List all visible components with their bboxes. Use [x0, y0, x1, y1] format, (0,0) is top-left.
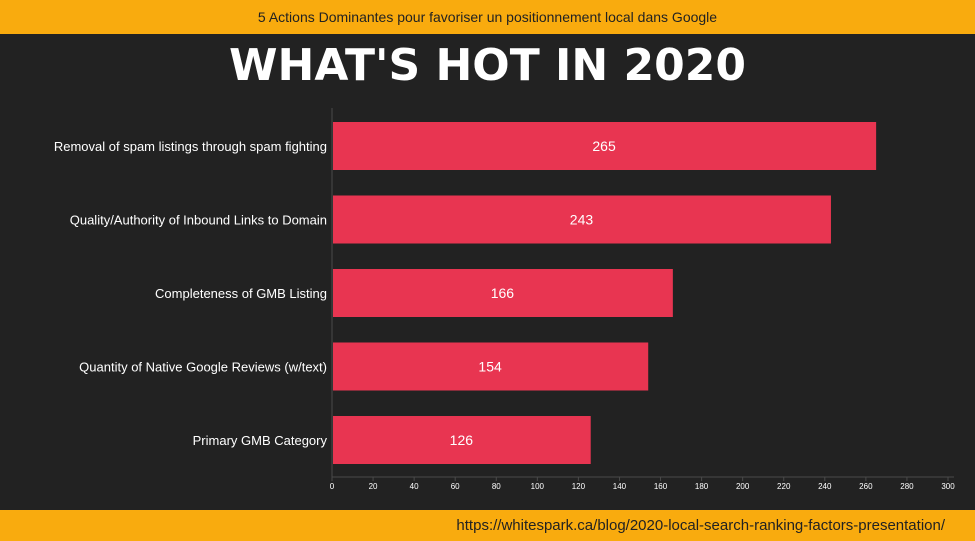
bar — [333, 342, 649, 391]
bar — [333, 416, 591, 464]
x-tick-label: 160 — [654, 482, 668, 491]
x-tick-label: 100 — [531, 482, 545, 491]
bar-value-label: 166 — [491, 285, 515, 301]
x-tick-label: 40 — [410, 482, 419, 491]
x-tick-label: 140 — [613, 482, 627, 491]
x-tick-label: 80 — [492, 482, 501, 491]
x-tick-label: 200 — [736, 482, 750, 491]
category-label: Completeness of GMB Listing — [155, 286, 327, 301]
x-tick-label: 280 — [900, 482, 914, 491]
chart-title: WHAT'S HOT IN 2020 — [228, 40, 747, 91]
category-label: Removal of spam listings through spam fi… — [54, 139, 327, 154]
x-tick-label: 120 — [572, 482, 586, 491]
x-tick-label: 300 — [941, 482, 955, 491]
x-tick-label: 240 — [818, 482, 832, 491]
x-tick-label: 20 — [369, 482, 378, 491]
bar-value-label: 126 — [450, 432, 474, 448]
x-tick-label: 0 — [330, 482, 335, 491]
bar — [333, 122, 877, 170]
top-banner: 5 Actions Dominantes pour favoriser un p… — [0, 0, 975, 34]
category-label: Primary GMB Category — [193, 433, 328, 448]
bar-value-label: 154 — [478, 359, 502, 375]
category-label: Quality/Authority of Inbound Links to Do… — [70, 213, 327, 228]
x-tick-label: 60 — [451, 482, 460, 491]
top-banner-text: 5 Actions Dominantes pour favoriser un p… — [257, 9, 718, 25]
bar-value-label: 243 — [570, 212, 594, 228]
x-tick-label: 260 — [859, 482, 873, 491]
x-tick-label: 220 — [777, 482, 791, 491]
bar-value-label: 265 — [592, 138, 616, 154]
x-tick-label: 180 — [695, 482, 709, 491]
source-url[interactable]: https://whitespark.ca/blog/2020-local-se… — [456, 517, 945, 534]
category-label: Quantity of Native Google Reviews (w/tex… — [79, 360, 327, 375]
bar — [333, 195, 831, 244]
bottom-banner: https://whitespark.ca/blog/2020-local-se… — [0, 510, 975, 541]
bar — [333, 269, 673, 317]
